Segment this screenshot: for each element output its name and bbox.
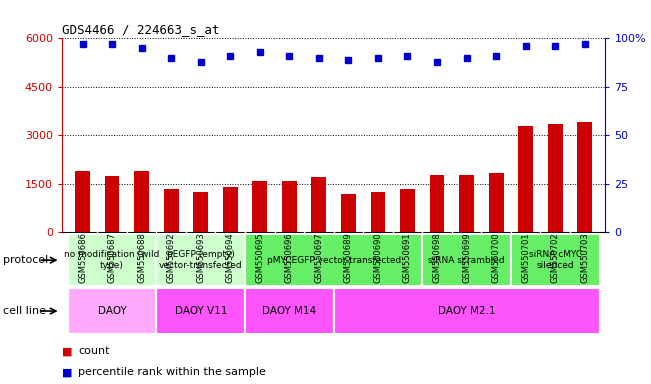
Text: GSM550691: GSM550691 bbox=[403, 232, 412, 283]
Bar bbox=[253, 180, 267, 232]
Text: GSM550694: GSM550694 bbox=[226, 232, 235, 283]
Bar bbox=[459, 175, 474, 232]
Bar bbox=[105, 176, 119, 232]
Text: GSM550690: GSM550690 bbox=[374, 232, 382, 283]
Text: GSM550686: GSM550686 bbox=[78, 232, 87, 283]
Bar bbox=[68, 234, 156, 286]
Bar bbox=[333, 288, 600, 334]
Bar bbox=[156, 234, 245, 286]
Text: GSM550695: GSM550695 bbox=[255, 232, 264, 283]
Bar bbox=[193, 192, 208, 232]
Bar bbox=[311, 177, 326, 232]
Text: protocol: protocol bbox=[3, 255, 49, 265]
Text: DAOY V11: DAOY V11 bbox=[174, 306, 227, 316]
Text: GSM550687: GSM550687 bbox=[107, 232, 117, 283]
Bar bbox=[400, 189, 415, 232]
Text: GSM550688: GSM550688 bbox=[137, 232, 146, 283]
Text: GSM550689: GSM550689 bbox=[344, 232, 353, 283]
Text: ■: ■ bbox=[62, 367, 72, 377]
Text: GSM550701: GSM550701 bbox=[521, 232, 530, 283]
Text: GSM550702: GSM550702 bbox=[551, 232, 560, 283]
Bar bbox=[245, 288, 333, 334]
Text: GDS4466 / 224663_s_at: GDS4466 / 224663_s_at bbox=[62, 23, 219, 36]
Text: no modification (wild
type): no modification (wild type) bbox=[64, 250, 159, 270]
Bar bbox=[223, 187, 238, 232]
Bar bbox=[370, 192, 385, 232]
Bar bbox=[341, 194, 356, 232]
Bar bbox=[156, 288, 245, 334]
Bar bbox=[68, 288, 156, 334]
Text: GSM550699: GSM550699 bbox=[462, 232, 471, 283]
Text: cell line: cell line bbox=[3, 306, 46, 316]
Text: pMYCEGFP vector-transfected: pMYCEGFP vector-transfected bbox=[266, 256, 401, 265]
Text: GSM550703: GSM550703 bbox=[580, 232, 589, 283]
Text: DAOY M2.1: DAOY M2.1 bbox=[438, 306, 495, 316]
Bar bbox=[164, 189, 178, 232]
Bar bbox=[134, 171, 149, 232]
Text: ■: ■ bbox=[62, 346, 72, 356]
Text: percentile rank within the sample: percentile rank within the sample bbox=[78, 367, 266, 377]
Text: pEGFP (empty)
vector-transfected: pEGFP (empty) vector-transfected bbox=[159, 250, 243, 270]
Text: GSM550692: GSM550692 bbox=[167, 232, 176, 283]
Text: count: count bbox=[78, 346, 109, 356]
Bar bbox=[548, 124, 562, 232]
Bar bbox=[577, 122, 592, 232]
Text: DAOY: DAOY bbox=[98, 306, 126, 316]
Bar bbox=[245, 234, 422, 286]
Text: GSM550693: GSM550693 bbox=[196, 232, 205, 283]
Bar bbox=[282, 180, 297, 232]
Text: siRNA scrambled: siRNA scrambled bbox=[428, 256, 505, 265]
Bar bbox=[430, 175, 445, 232]
Text: DAOY M14: DAOY M14 bbox=[262, 306, 316, 316]
Text: GSM550698: GSM550698 bbox=[432, 232, 441, 283]
Bar bbox=[422, 234, 511, 286]
Bar bbox=[75, 171, 90, 232]
Bar bbox=[518, 126, 533, 232]
Text: GSM550696: GSM550696 bbox=[285, 232, 294, 283]
Text: GSM550700: GSM550700 bbox=[492, 232, 501, 283]
Text: siRNA cMYC
silenced: siRNA cMYC silenced bbox=[529, 250, 582, 270]
Text: GSM550697: GSM550697 bbox=[314, 232, 324, 283]
Bar bbox=[511, 234, 600, 286]
Bar bbox=[489, 172, 503, 232]
